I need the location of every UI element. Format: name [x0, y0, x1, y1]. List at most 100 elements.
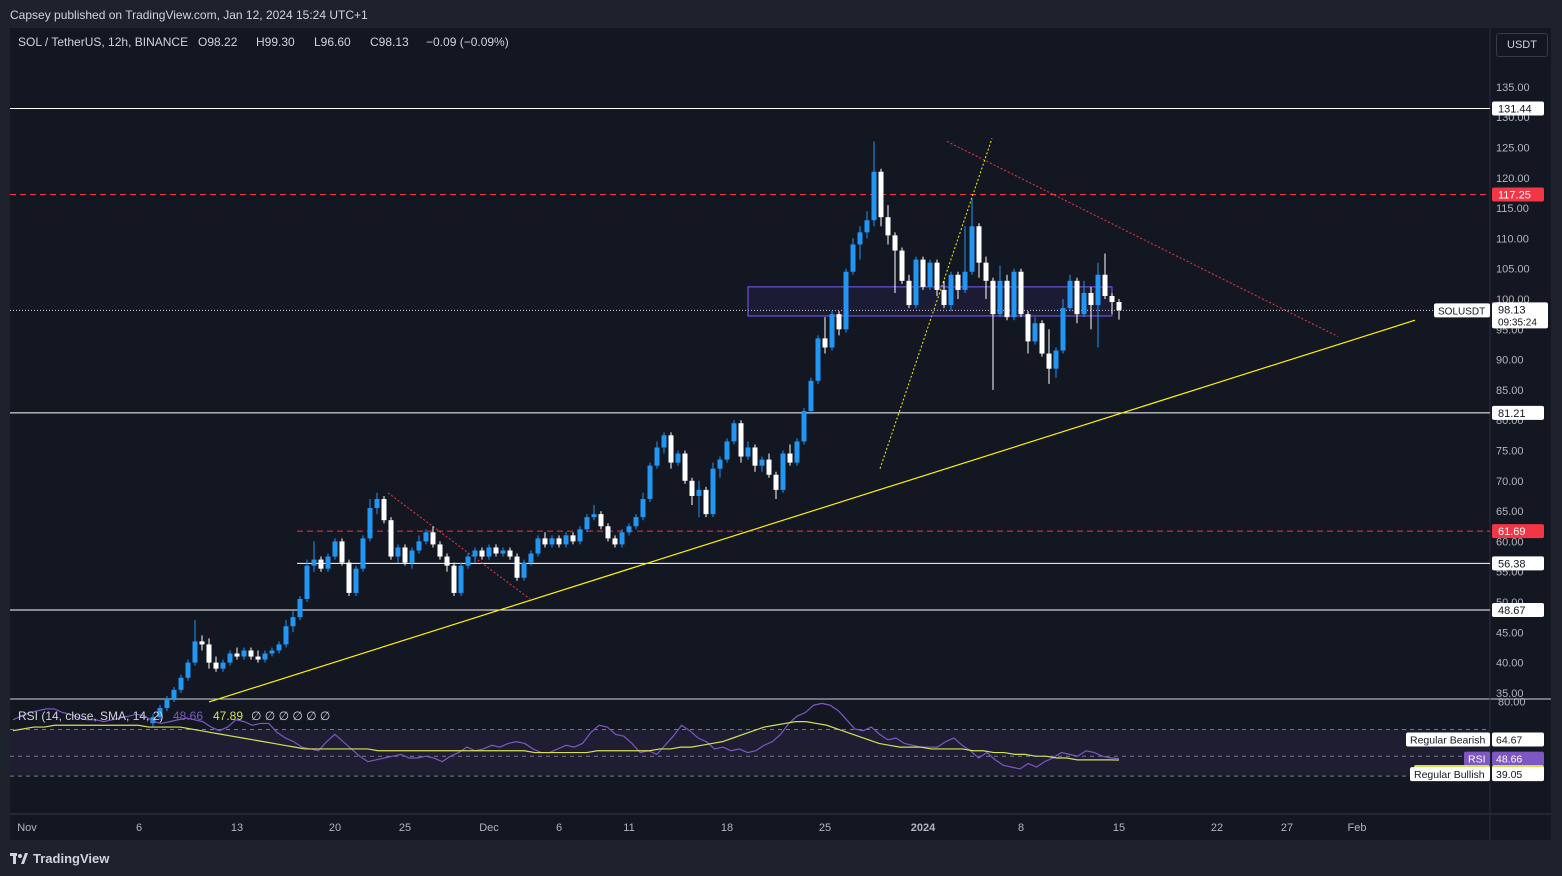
level-label: 117.25 [1492, 187, 1544, 202]
candle-body [794, 441, 800, 463]
candle-body [584, 517, 590, 530]
legend-symbol[interactable]: SOL / TetherUS, 12h, BINANCE [18, 35, 188, 49]
candle [353, 565, 359, 596]
candle-body [1109, 295, 1115, 303]
time-tick: 8 [1018, 822, 1024, 834]
candle-body [283, 626, 289, 645]
currency-button[interactable]: USDT [1496, 33, 1548, 57]
candle-body [948, 274, 954, 306]
time-axis[interactable]: 23Nov6132025Dec611182520248152227Feb [10, 822, 1366, 834]
candle [528, 550, 534, 566]
candle-body [990, 280, 996, 315]
legend-high: H99.30 [256, 35, 295, 49]
countdown-text: 09:35:24 [1498, 317, 1537, 328]
candle-body [171, 689, 177, 699]
candle-body [913, 259, 919, 306]
level-label-text: 117.25 [1498, 189, 1531, 201]
price-tick: 40.00 [1496, 658, 1524, 670]
rising-trendline [208, 319, 1416, 703]
candle [605, 523, 611, 542]
candle-body [955, 274, 961, 290]
price-tick: 75.00 [1496, 446, 1524, 458]
candle [556, 535, 562, 548]
candle [976, 223, 982, 278]
price-tick: 125.00 [1496, 143, 1530, 155]
candle-body [647, 465, 653, 499]
chart-svg[interactable]: 135.00130.00125.00120.00115.00110.00105.… [10, 28, 1551, 840]
candle-body [871, 171, 877, 221]
candle-body [682, 453, 688, 481]
candle-body [1060, 308, 1066, 351]
candle [948, 271, 954, 312]
candle [1025, 311, 1031, 354]
candle [598, 511, 604, 530]
candle-body [836, 314, 842, 330]
candle-body [766, 459, 772, 475]
candle-body [983, 262, 989, 281]
candle-body [1102, 274, 1108, 296]
candle-body [1046, 353, 1052, 369]
rsi-panel[interactable] [10, 702, 1490, 777]
candle-body [703, 489, 709, 515]
candle [892, 232, 898, 293]
rsi-tag-value-bg [1492, 751, 1544, 766]
candle [983, 256, 989, 299]
candle [633, 514, 639, 530]
candle-body [381, 498, 387, 521]
candle [675, 450, 681, 466]
candle [199, 635, 205, 651]
level-label-bg [1492, 405, 1544, 420]
candle-body [269, 650, 275, 654]
candle [689, 477, 695, 506]
candle-body [220, 662, 226, 669]
rsi-tag-value: 48.66 [1492, 751, 1544, 766]
candle [731, 420, 737, 445]
candle-body [1011, 271, 1017, 318]
candle [717, 456, 723, 478]
candle-body [612, 538, 618, 545]
candle-body [234, 653, 240, 657]
chart-panel[interactable]: 135.00 130.00 125.00 120.00 115.00 110.00 105.… [10, 28, 1551, 840]
time-tick: Dec [479, 822, 499, 834]
candle-body [724, 441, 730, 460]
candle-body [1074, 280, 1080, 315]
candle-body [248, 650, 254, 657]
grid [10, 28, 1551, 840]
candle [395, 544, 401, 563]
candle-body [997, 280, 1003, 315]
candle-body [1053, 350, 1059, 369]
candle [423, 529, 429, 545]
price-tick: 35.00 [1496, 688, 1524, 700]
candle-body [157, 708, 163, 718]
candle [808, 377, 814, 415]
legend-close: C98.13 [370, 35, 409, 49]
candle [283, 620, 289, 648]
horizontal-levels[interactable] [10, 107, 1490, 611]
price-tick: 115.00 [1496, 203, 1529, 215]
candle-body [199, 641, 205, 645]
candle [1046, 329, 1052, 384]
candle [577, 526, 583, 545]
rsi-tag-label-bg [1464, 751, 1490, 766]
time-tick: 2024 [911, 822, 936, 834]
rsi-band [10, 729, 1490, 777]
publisher-line: Capsey published on TradingView.com, Jan… [10, 8, 368, 22]
candle-body [759, 459, 765, 466]
time-tick: 27 [1281, 822, 1293, 834]
candle-body [1116, 302, 1122, 311]
candle [773, 471, 779, 499]
regular-bullish-value-bg [1492, 767, 1544, 782]
rsi-legend[interactable]: RSI (14, close, SMA, 14, 2) [18, 709, 163, 723]
candle [486, 544, 492, 560]
candle-body [472, 550, 478, 557]
price-axis[interactable]: 135.00130.00125.00120.00115.00110.00105.… [1406, 82, 1548, 782]
candle [794, 438, 800, 466]
candle-body [570, 535, 576, 542]
candle-body [374, 498, 380, 509]
level-label: 131.44 [1492, 101, 1544, 116]
regular-bearish-label-text: Regular Bearish [1410, 735, 1485, 747]
tradingview-logo[interactable]: TradingView [10, 851, 109, 866]
candle-body [689, 480, 695, 496]
candle [248, 647, 254, 660]
